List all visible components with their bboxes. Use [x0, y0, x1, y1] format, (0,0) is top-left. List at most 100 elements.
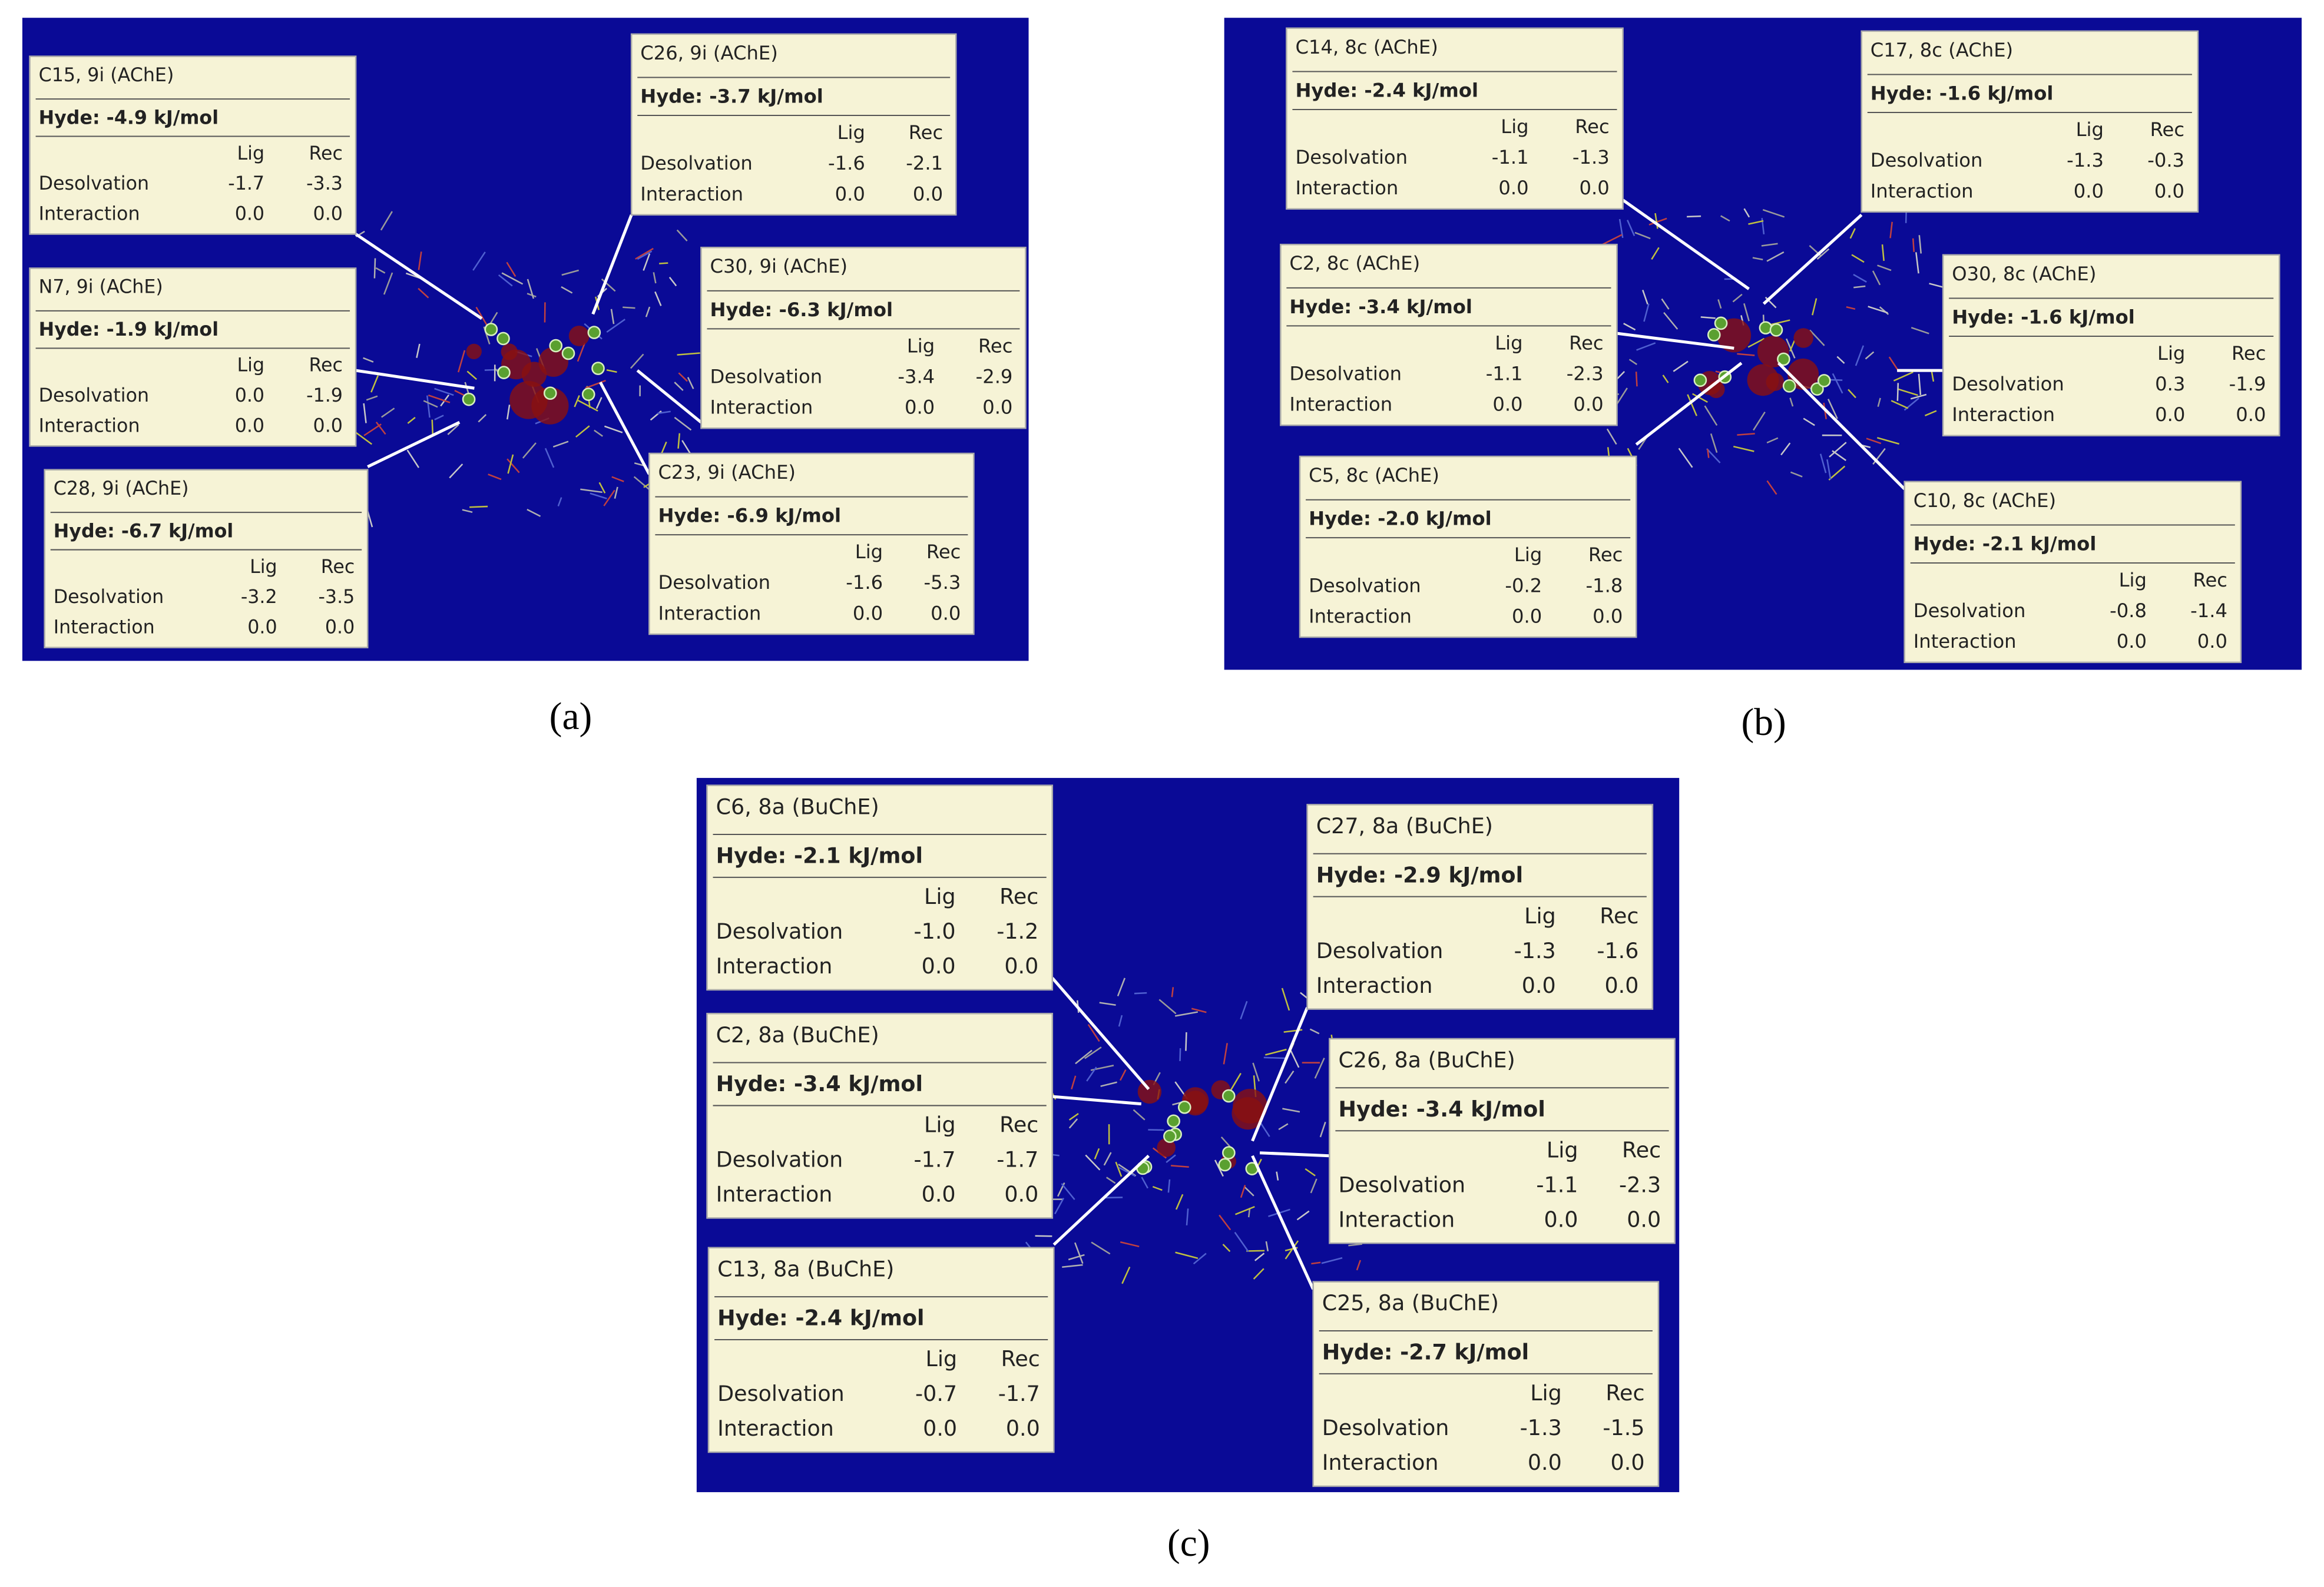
- bond: [426, 395, 431, 418]
- bond: [1893, 371, 1914, 382]
- bond: [1809, 329, 1825, 346]
- cell-value: 0.0: [247, 617, 277, 638]
- bond: [1853, 285, 1866, 289]
- bond: [561, 269, 580, 276]
- bond: [1832, 450, 1847, 461]
- bond: [1062, 1264, 1083, 1268]
- atom: [543, 386, 557, 400]
- cell-value: -1.5: [1603, 1415, 1644, 1440]
- bond: [1816, 248, 1830, 260]
- bond: [1285, 1240, 1299, 1260]
- cell-value: 0.0: [1512, 605, 1542, 627]
- cell-value: 0.0: [313, 203, 343, 224]
- bond: [577, 399, 598, 412]
- bond: [645, 306, 651, 317]
- bond: [527, 293, 537, 298]
- row-label: Desolvation: [1914, 599, 2026, 622]
- cell-value: -1.9: [306, 385, 343, 406]
- bond: [630, 353, 644, 369]
- cell-value: -1.7: [997, 1147, 1038, 1172]
- panel-label: (b): [1742, 701, 1786, 744]
- bond: [1654, 213, 1658, 229]
- hyde-value: Hyde: -1.9 kJ/mol: [39, 319, 219, 340]
- atom-sphere: [1157, 1138, 1176, 1157]
- cell-value: 0.0: [313, 415, 343, 436]
- cell-value: -1.1: [1536, 1172, 1578, 1197]
- hyde-value: Hyde: -6.7 kJ/mol: [54, 521, 233, 542]
- row-label: Interaction: [1322, 1450, 1439, 1475]
- bond: [674, 382, 684, 391]
- column-header: Lig: [1524, 903, 1556, 929]
- box-title: C28, 9i (AChE): [54, 478, 189, 499]
- row-label: Desolvation: [1289, 362, 1402, 385]
- hyde-value: Hyde: -3.4 kJ/mol: [716, 1071, 923, 1096]
- box-background: [1306, 804, 1654, 1010]
- bond: [1068, 1113, 1079, 1121]
- cell-value: -1.7: [913, 1147, 955, 1172]
- cell-value: -3.5: [318, 587, 355, 608]
- bond: [1075, 1049, 1093, 1065]
- cell-value: -3.4: [898, 365, 935, 387]
- row-label: Desolvation: [1316, 938, 1444, 963]
- column-header: Lig: [1547, 1137, 1578, 1162]
- row-label: Interaction: [39, 203, 140, 224]
- bond: [678, 372, 688, 382]
- atom: [1221, 1089, 1236, 1103]
- atom: [1810, 382, 1824, 396]
- bond: [606, 369, 617, 373]
- hyde-value: Hyde: -2.0 kJ/mol: [1309, 508, 1492, 530]
- cell-value: 0.0: [235, 385, 264, 406]
- atom: [549, 339, 563, 353]
- row-label: Interaction: [1914, 630, 2017, 652]
- cell-value: 0.0: [982, 396, 1012, 419]
- bond: [1678, 448, 1693, 468]
- bond: [1710, 433, 1718, 453]
- bond: [498, 274, 513, 287]
- row-label: Interaction: [1338, 1207, 1455, 1232]
- cell-value: 0.0: [1604, 973, 1638, 998]
- bond: [1175, 1194, 1184, 1210]
- box-title: C2, 8a (BuChE): [716, 1022, 879, 1048]
- bond: [1234, 1231, 1249, 1253]
- bond: [1265, 1048, 1287, 1056]
- bond: [1100, 1081, 1117, 1087]
- bond: [363, 403, 367, 423]
- bond: [1827, 399, 1838, 419]
- bond: [574, 395, 580, 407]
- bond: [1054, 1197, 1065, 1215]
- column-header: Rec: [1001, 1346, 1040, 1371]
- cell-value: 0.0: [2074, 180, 2104, 202]
- bond: [1642, 290, 1648, 305]
- row-label: Interaction: [658, 602, 761, 624]
- column-header: Rec: [978, 334, 1012, 357]
- bond: [1118, 1167, 1136, 1177]
- column-header: Lig: [2076, 118, 2104, 141]
- column-header: Lig: [250, 556, 277, 578]
- bond: [1282, 1108, 1300, 1113]
- bond: [383, 272, 393, 295]
- bond: [1881, 244, 1885, 261]
- bond: [1789, 397, 1794, 407]
- bond: [1296, 1210, 1310, 1221]
- cell-value: -0.8: [2110, 599, 2147, 622]
- cell-value: 0.0: [923, 1416, 957, 1441]
- bond: [472, 251, 486, 271]
- bond: [1133, 1109, 1146, 1121]
- bond: [1828, 465, 1846, 481]
- column-header: Lig: [1530, 1380, 1562, 1406]
- box-background: [1286, 27, 1624, 210]
- hyde-value: Hyde: -2.4 kJ/mol: [717, 1306, 924, 1331]
- cell-value: -1.7: [228, 173, 264, 194]
- bond: [1616, 371, 1626, 380]
- bond: [598, 482, 606, 493]
- leader-line: [1617, 332, 1734, 350]
- cell-value: 0.0: [913, 183, 943, 205]
- leader-line: [1052, 1154, 1150, 1246]
- bond: [1171, 1165, 1189, 1168]
- row-label: Desolvation: [710, 365, 823, 387]
- atom: [496, 332, 510, 346]
- column-header: Rec: [1569, 332, 1603, 354]
